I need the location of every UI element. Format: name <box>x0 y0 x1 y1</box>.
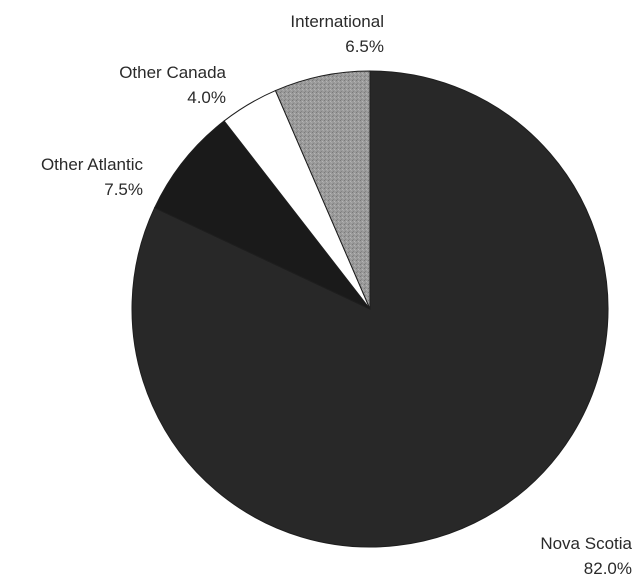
slice-name-label: International <box>290 12 384 31</box>
slice-name-label: Other Canada <box>119 63 226 82</box>
slice-percent-label: 7.5% <box>104 180 143 199</box>
pie-slice-international <box>274 70 371 310</box>
pie-slice-other-atlantic <box>153 120 371 310</box>
slice-percent-label: 6.5% <box>345 37 384 56</box>
slice-percent-label: 82.0% <box>584 559 632 578</box>
slice-name-label: Nova Scotia <box>540 534 632 553</box>
slice-percent-label: 4.0% <box>187 88 226 107</box>
pie-slice-nova-scotia <box>131 70 609 548</box>
slice-name-label: Other Atlantic <box>41 155 144 174</box>
